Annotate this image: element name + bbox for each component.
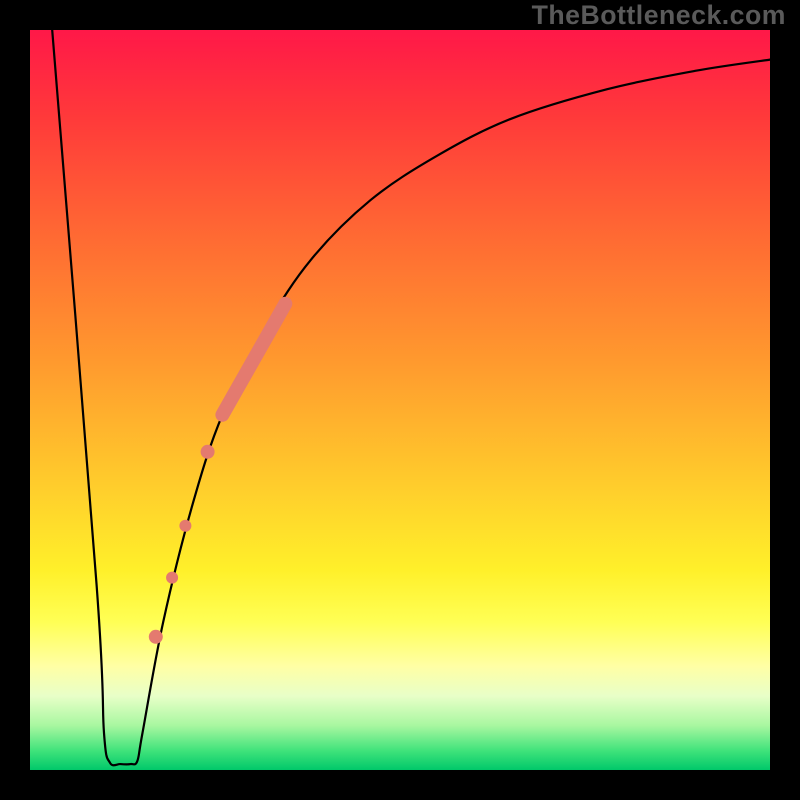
figure-container: TheBottleneck.com <box>0 0 800 800</box>
highlight-dot <box>149 630 163 644</box>
plot-background <box>30 30 770 770</box>
highlight-dot <box>179 520 191 532</box>
highlight-dot <box>166 572 178 584</box>
bottleneck-chart <box>0 0 800 800</box>
highlight-dot <box>201 445 215 459</box>
watermark-text: TheBottleneck.com <box>532 0 786 31</box>
